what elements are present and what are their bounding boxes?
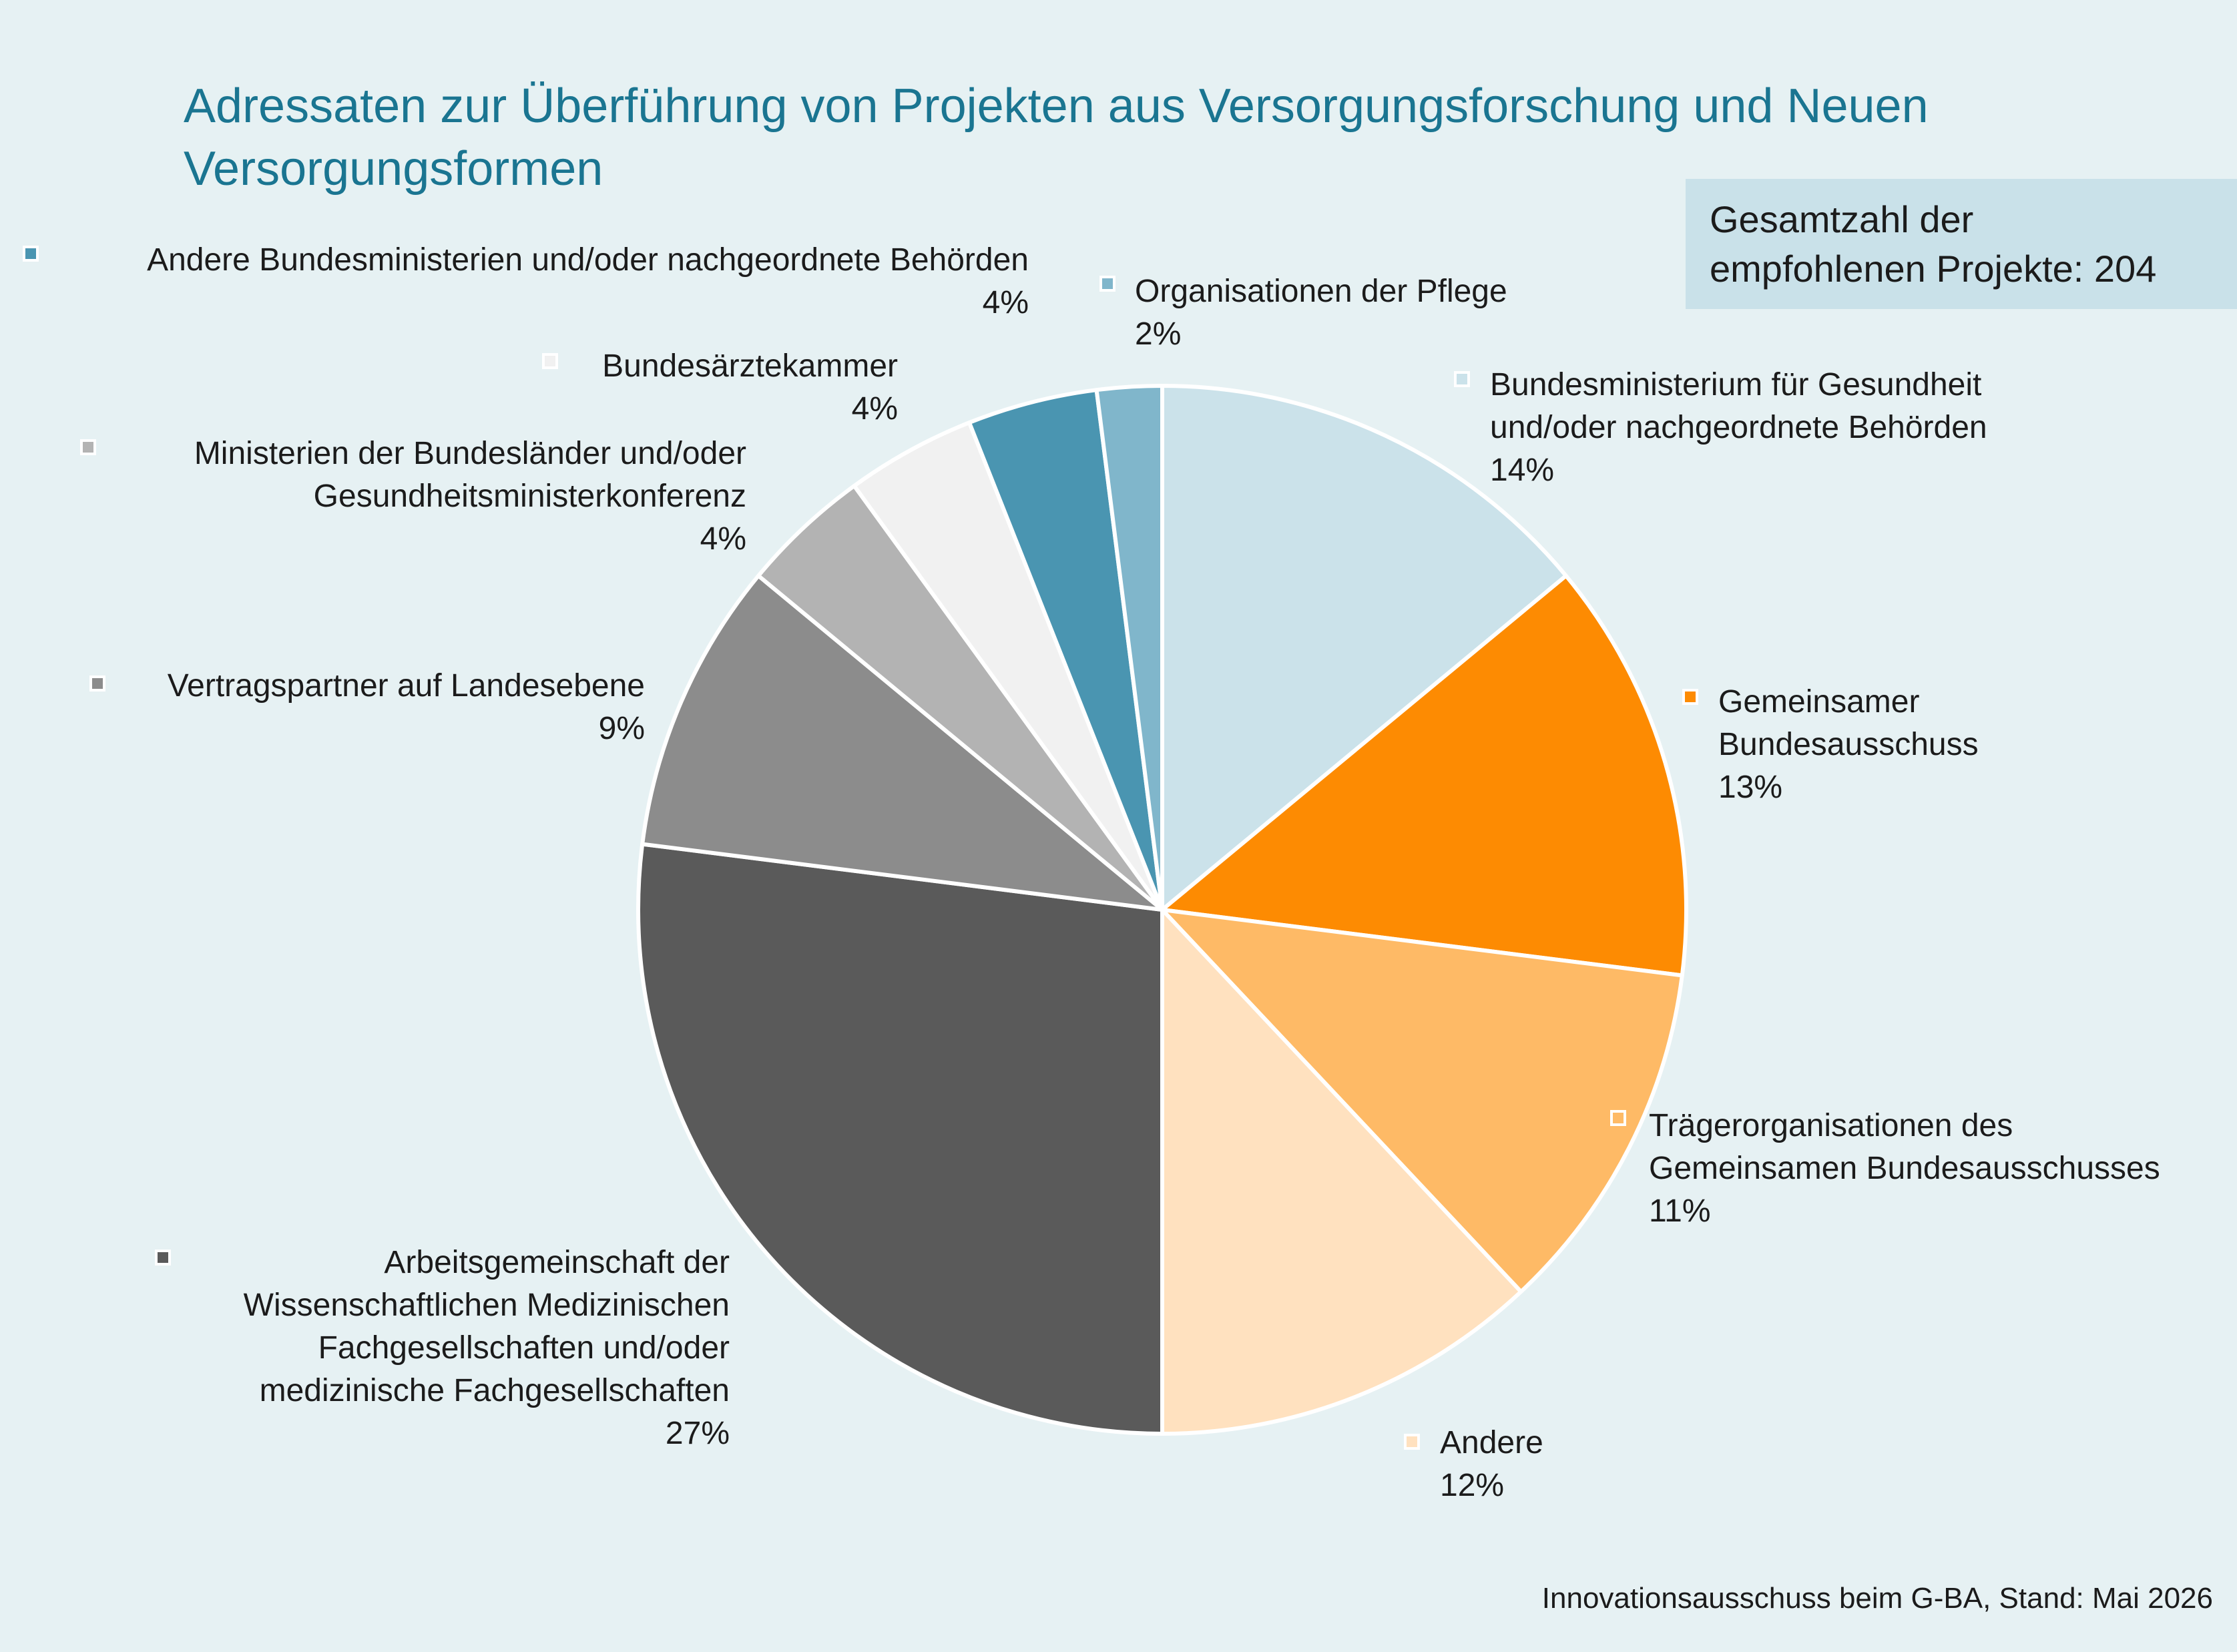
pie-slice-4 <box>1160 908 1523 1436</box>
slice-label-10: Organisationen der Pflege 2% <box>1135 270 1507 356</box>
pie-slice-3 <box>1160 908 1684 1294</box>
slice-label-8: Bundesärztekammer 4% <box>497 345 898 431</box>
slice-percent-label: 4% <box>982 285 1029 320</box>
pie-slice-6 <box>640 573 1164 912</box>
slice-label-9: Andere Bundesministerien und/oder nachge… <box>27 239 1029 324</box>
slice-label-text: und/oder nachgeordnete Behörden <box>1490 410 1987 445</box>
total-box-line-1: Gesamtzahl der <box>1710 198 1974 240</box>
total-projects-box: Gesamtzahl der empfohlenen Projekte: 204 <box>1686 179 2237 309</box>
slice-percent-label: 13% <box>1718 770 1783 805</box>
slice-label-text: Bundesärztekammer <box>602 348 898 384</box>
pie-slice-2 <box>1160 573 1688 978</box>
slice-label-3: Trägerorganisationen des Gemeinsamen Bund… <box>1649 1105 2160 1233</box>
slice-label-2: Gemeinsamer Bundesausschuss 13% <box>1718 681 1979 809</box>
slice-label-1: Bundesministerium für Gesundheit und/oder… <box>1490 364 1987 492</box>
slice-label-text: Arbeitsgemeinschaft der <box>384 1245 730 1280</box>
chart-title: Adressaten zur Überführung von Projekten… <box>184 79 1929 196</box>
slice-percent-label: 4% <box>851 391 898 427</box>
pie-slice-1 <box>1160 384 1568 912</box>
slice-label-6: Vertragspartner auf Landesebene 9% <box>44 665 645 750</box>
slice-percent-label: 2% <box>1135 316 1182 352</box>
legend-swatch-5 <box>155 1250 171 1266</box>
slice-percent-label: 9% <box>598 711 645 746</box>
slice-label-text: Ministerien der Bundesländer und/oder <box>194 436 746 471</box>
slice-label-text: Wissenschaftlichen Medizinischen <box>243 1288 730 1323</box>
slice-label-5: Arbeitsgemeinschaft der Wissenschaftliche… <box>62 1242 730 1455</box>
slice-label-7: Ministerien der Bundesländer und/oder Ges… <box>45 433 746 561</box>
pie-slice-9 <box>967 388 1164 912</box>
slice-label-text: Fachgesellschaften und/oder <box>318 1330 730 1366</box>
slice-label-text: Gemeinsamer <box>1718 684 1920 720</box>
legend-swatch-2 <box>1682 689 1698 705</box>
source-note: Innovationsausschuss beim G-BA, Stand: M… <box>1541 1582 2213 1615</box>
legend-swatch-8 <box>542 353 558 369</box>
slice-label-text: Gesundheitsministerkonferenz <box>313 479 746 514</box>
pie-slice-10 <box>1094 384 1164 912</box>
legend-swatch-7 <box>80 439 96 455</box>
slice-label-text: Bundesausschuss <box>1718 727 1979 762</box>
slice-percent-label: 27% <box>665 1416 730 1451</box>
slice-label-text: Vertragspartner auf Landesebene <box>167 668 645 704</box>
legend-swatch-4 <box>1404 1434 1420 1450</box>
total-box-line-2: empfohlenen Projekte: 204 <box>1710 248 2157 290</box>
slice-label-text: Andere <box>1440 1425 1543 1460</box>
legend-swatch-3 <box>1610 1110 1626 1126</box>
slice-label-text: Organisationen der Pflege <box>1135 274 1507 309</box>
pie-slice-8 <box>852 421 1164 912</box>
slice-label-text: medizinische Fachgesellschaften <box>259 1373 730 1408</box>
slice-percent-label: 12% <box>1440 1468 1505 1503</box>
slice-label-4: Andere 12% <box>1440 1422 1543 1507</box>
legend-swatch-1 <box>1454 371 1470 387</box>
legend-swatch-9 <box>23 246 39 262</box>
slice-label-text: Trägerorganisationen des <box>1649 1108 2013 1143</box>
slice-percent-label: 11% <box>1649 1193 1711 1229</box>
slice-label-text: Andere Bundesministerien und/oder nachge… <box>147 242 1029 278</box>
legend-swatch-10 <box>1099 276 1115 292</box>
slice-percent-label: 4% <box>700 521 746 557</box>
pie-slice-7 <box>756 483 1164 912</box>
legend-swatch-6 <box>89 675 105 692</box>
slice-label-text: Gemeinsamen Bundesausschusses <box>1649 1151 2160 1186</box>
slice-percent-label: 14% <box>1490 453 1555 488</box>
slice-label-text: Bundesministerium für Gesundheit <box>1490 367 1982 402</box>
pie-slice-5 <box>636 842 1164 1436</box>
